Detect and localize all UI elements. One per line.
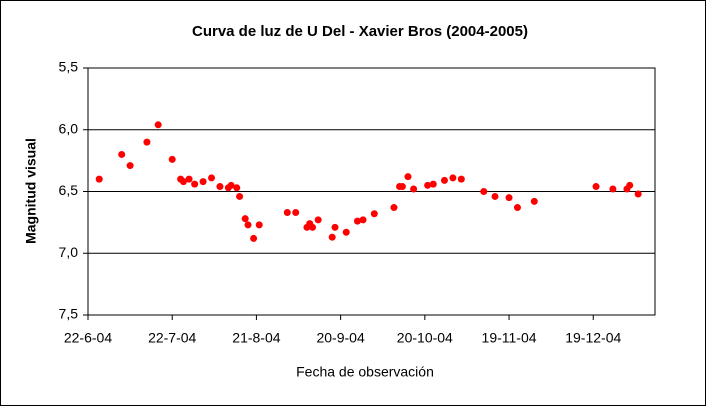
y-tick-label: 5,5 bbox=[59, 59, 79, 75]
x-tick-label: 21-8-04 bbox=[232, 330, 280, 346]
data-point bbox=[227, 181, 235, 189]
data-point bbox=[404, 173, 412, 181]
data-point bbox=[634, 190, 642, 198]
data-point bbox=[390, 204, 398, 212]
data-point bbox=[626, 181, 634, 189]
data-point bbox=[143, 138, 151, 146]
data-point bbox=[118, 150, 126, 158]
x-tick-label: 20-10-04 bbox=[397, 330, 453, 346]
data-point bbox=[199, 178, 207, 186]
data-point bbox=[491, 192, 499, 200]
data-point bbox=[314, 216, 322, 224]
data-point bbox=[126, 162, 134, 170]
data-point bbox=[255, 221, 263, 229]
data-point bbox=[250, 234, 258, 242]
y-tick-label: 7,0 bbox=[59, 244, 79, 260]
data-point bbox=[505, 194, 513, 202]
data-point bbox=[370, 210, 378, 218]
x-tick-label: 19-12-04 bbox=[565, 330, 621, 346]
data-point bbox=[457, 175, 465, 183]
x-tick-label: 19-11-04 bbox=[482, 330, 537, 346]
data-point bbox=[424, 181, 432, 189]
x-axis-title: Fecha de observación bbox=[296, 364, 434, 380]
data-point bbox=[359, 216, 367, 224]
y-tick-label: 6,5 bbox=[59, 182, 79, 198]
plot-border bbox=[87, 67, 656, 316]
data-point bbox=[353, 217, 361, 225]
data-point bbox=[283, 208, 291, 216]
data-point bbox=[530, 197, 538, 205]
data-point bbox=[328, 233, 336, 241]
y-tick-label: 7,5 bbox=[59, 306, 79, 322]
data-point bbox=[236, 192, 244, 200]
data-point bbox=[410, 185, 418, 193]
data-point bbox=[429, 180, 437, 188]
data-point bbox=[342, 228, 350, 236]
data-point bbox=[480, 188, 488, 195]
data-point bbox=[233, 184, 241, 192]
y-tick-label: 6,0 bbox=[59, 120, 79, 136]
data-point bbox=[244, 221, 252, 229]
data-point bbox=[609, 185, 617, 193]
data-point bbox=[168, 155, 176, 163]
data-point bbox=[292, 208, 300, 216]
x-tick-label: 20-9-04 bbox=[316, 330, 364, 346]
chart-title: Curva de luz de U Del - Xavier Bros (200… bbox=[192, 23, 528, 40]
x-tick-label: 22-6-04 bbox=[64, 330, 112, 346]
data-point bbox=[513, 204, 521, 212]
x-tick-label: 22-7-04 bbox=[148, 330, 196, 346]
data-point bbox=[592, 183, 600, 191]
data-point bbox=[95, 175, 103, 183]
data-point bbox=[331, 223, 339, 231]
data-point bbox=[398, 183, 406, 191]
data-point bbox=[309, 223, 317, 231]
data-point bbox=[185, 175, 193, 183]
y-axis-title: Magnitud visual bbox=[23, 138, 39, 244]
data-point bbox=[179, 178, 187, 186]
data-point bbox=[440, 176, 448, 184]
data-point bbox=[216, 183, 224, 191]
data-point bbox=[241, 215, 249, 223]
data-point bbox=[449, 174, 457, 182]
data-point bbox=[154, 121, 162, 129]
data-point bbox=[208, 174, 216, 182]
data-point bbox=[191, 180, 199, 188]
